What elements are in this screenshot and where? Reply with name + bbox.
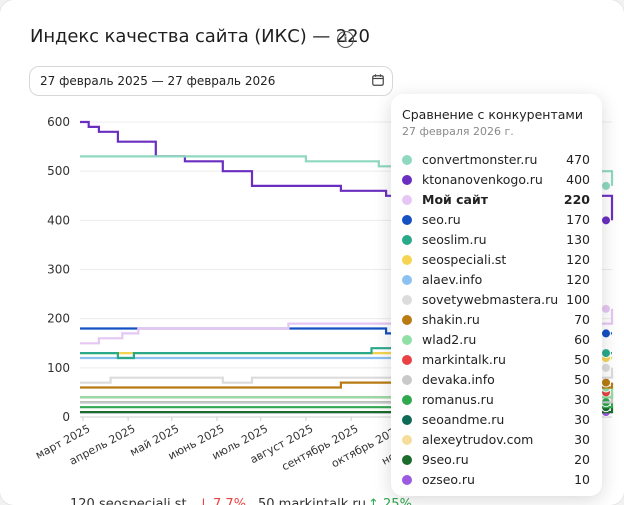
tooltip-site-value: 50: [574, 372, 590, 387]
series-line-wlad2-ru: [80, 387, 614, 399]
tooltip-row: shakin.ru 70: [402, 310, 590, 330]
legend-dot: [402, 355, 412, 365]
legend-dot: [402, 175, 412, 185]
tooltip-site-value: 120: [566, 252, 590, 267]
tooltip-site-value: 30: [574, 412, 590, 427]
tooltip-row: alaev.info 120: [402, 270, 590, 290]
tooltip-row: seospeciali.st 120: [402, 250, 590, 270]
tooltip-site-name: seoslim.ru: [422, 232, 487, 247]
tooltip-site-name: 9seo.ru: [422, 452, 469, 467]
series-end-point: [601, 328, 611, 339]
tooltip-site-value: 400: [566, 172, 590, 187]
tooltip-site-name: sovetywebmastera.ru: [422, 292, 559, 307]
tooltip-site-name: alexeytrudov.com: [422, 432, 534, 447]
tooltip-row: convertmonster.ru 470: [402, 150, 590, 170]
legend-dot: [402, 195, 412, 205]
tooltip-site-value: 70: [574, 312, 590, 327]
legend-dot: [402, 375, 412, 385]
legend-dot: [402, 395, 412, 405]
tooltip-title: Сравнение с конкурентами: [402, 107, 583, 122]
tooltip-site-value: 170: [566, 212, 590, 227]
calendar-icon: [372, 74, 384, 86]
tooltip-site-value: 60: [574, 332, 590, 347]
tooltip-row: seoslim.ru 130: [402, 230, 590, 250]
legend-dot: [402, 155, 412, 165]
tooltip-row: devaka.info 50: [402, 370, 590, 390]
info-icon[interactable]: i: [337, 31, 354, 48]
legend-dot: [402, 435, 412, 445]
tooltip-row: ozseo.ru 10: [402, 470, 590, 490]
series-line-9seo-ru: [80, 407, 614, 414]
legend-dot: [402, 295, 412, 305]
tooltip-site-name: seo.ru: [422, 212, 461, 227]
bottom-legend-item: 120 seospeciali.st: [70, 497, 187, 505]
tooltip-row: ktonanovenkogo.ru 400: [402, 170, 590, 190]
tooltip-site-name: romanus.ru: [422, 392, 494, 407]
tooltip-site-name: alaev.info: [422, 272, 483, 287]
tooltip-site-value: 470: [566, 152, 590, 167]
tooltip-row: Мой сайт 220: [402, 190, 590, 210]
tooltip-site-value: 20: [574, 452, 590, 467]
legend-dot: [402, 275, 412, 285]
tooltip-date: 27 февраля 2026 г.: [402, 125, 514, 138]
legend-dot: [402, 215, 412, 225]
tooltip-site-name: convertmonster.ru: [422, 152, 538, 167]
tooltip-site-value: 100: [566, 292, 590, 307]
y-tick-label: 400: [47, 213, 70, 227]
tooltip-row: seoandme.ru 30: [402, 410, 590, 430]
tooltip-row: romanus.ru 30: [402, 390, 590, 410]
competitors-tooltip: Сравнение с конкурентами 27 февраля 2026…: [391, 94, 602, 496]
series-end-point: [601, 348, 611, 359]
y-tick-label: 600: [47, 115, 70, 129]
tooltip-row: wlad2.ru 60: [402, 330, 590, 350]
tooltip-site-name: Мой сайт: [422, 192, 488, 207]
legend-dot: [402, 335, 412, 345]
tooltip-row: 9seo.ru 20: [402, 450, 590, 470]
y-tick-label: 300: [47, 263, 70, 277]
legend-dot: [402, 415, 412, 425]
y-tick-label: 500: [47, 164, 70, 178]
legend-dot: [402, 235, 412, 245]
legend-dot: [402, 255, 412, 265]
tooltip-site-name: markintalk.ru: [422, 352, 506, 367]
tooltip-site-value: 30: [574, 392, 590, 407]
series-line-romanus-ru: [80, 402, 614, 409]
tooltip-site-name: wlad2.ru: [422, 332, 477, 347]
tooltip-site-value: 120: [566, 272, 590, 287]
y-tick-label: 0: [62, 410, 70, 424]
series-end-point: [601, 180, 611, 191]
date-range-picker[interactable]: 27 февраль 2025 — 27 февраль 2026: [29, 66, 393, 96]
legend-dot: [402, 455, 412, 465]
tooltip-row: seo.ru 170: [402, 210, 590, 230]
tooltip-site-value: 130: [566, 232, 590, 247]
tooltip-site-name: shakin.ru: [422, 312, 480, 327]
tooltip-site-value: 10: [574, 472, 590, 487]
page-title: Индекс качества сайта (ИКС) — 220: [30, 26, 370, 47]
tooltip-row: sovetywebmastera.ru 100: [402, 290, 590, 310]
series-line-ktonanovenkogo-ru: [80, 120, 614, 221]
tooltip-site-value: 30: [574, 432, 590, 447]
tooltip-row: markintalk.ru 50: [402, 350, 590, 370]
series-end-point: [601, 377, 611, 388]
bottom-legend-item: ↑ 25%: [368, 497, 412, 505]
legend-dot: [402, 315, 412, 325]
tooltip-site-name: ozseo.ru: [422, 472, 475, 487]
series-end-point: [601, 362, 611, 373]
bottom-legend-item: 50 markintalk.ru: [258, 497, 366, 505]
series-end-point: [601, 303, 611, 314]
tooltip-site-name: seospeciali.st: [422, 252, 507, 267]
date-range-value: 27 февраль 2025 — 27 февраль 2026: [40, 74, 276, 88]
legend-dot: [402, 475, 412, 485]
y-tick-label: 200: [47, 312, 70, 326]
y-tick-label: 100: [47, 361, 70, 375]
tooltip-row: alexeytrudov.com 30: [402, 430, 590, 450]
bottom-legend-item: ↓ 7,7%: [198, 497, 246, 505]
tooltip-site-name: devaka.info: [422, 372, 495, 387]
series-end-point: [601, 215, 611, 226]
tooltip-site-value: 220: [563, 192, 590, 207]
tooltip-site-name: seoandme.ru: [422, 412, 505, 427]
tooltip-site-name: ktonanovenkogo.ru: [422, 172, 543, 187]
tooltip-site-value: 50: [574, 352, 590, 367]
